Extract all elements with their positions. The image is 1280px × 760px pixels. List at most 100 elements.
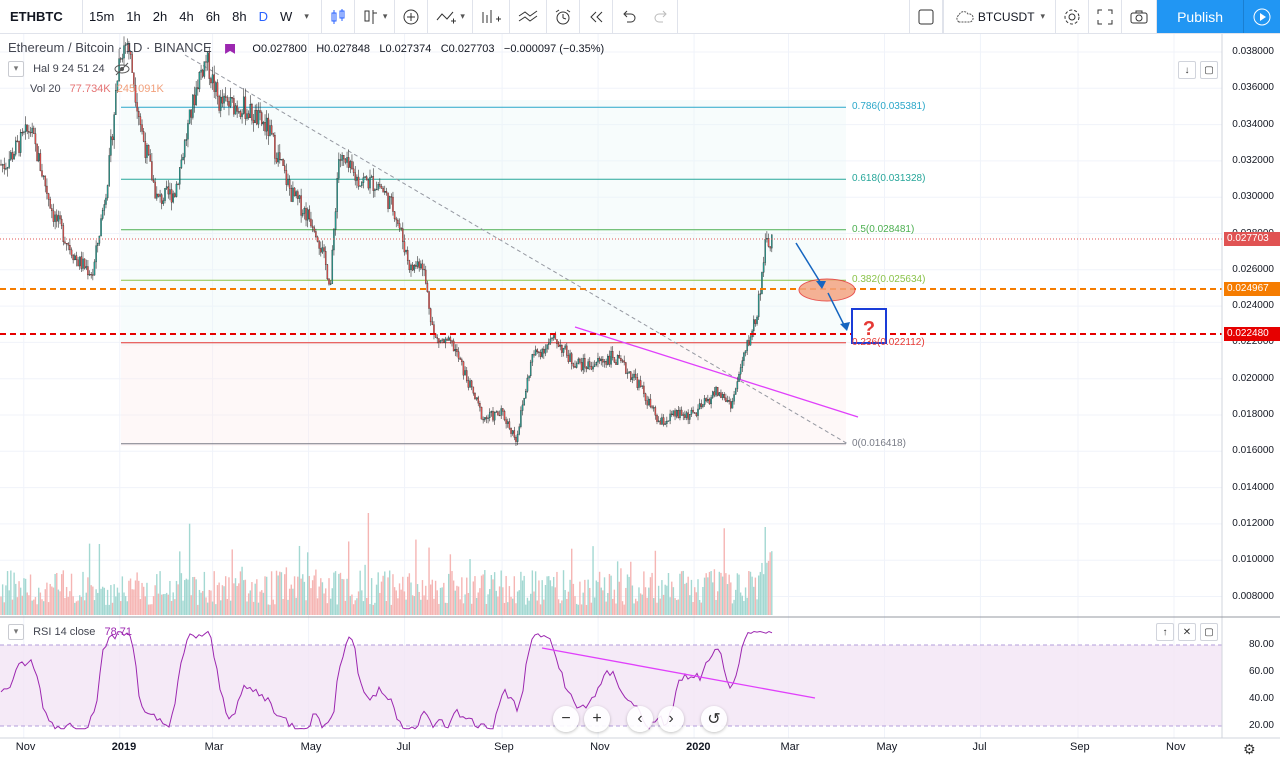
candle-body [179, 167, 181, 185]
candle-body [411, 264, 414, 271]
candle-body [536, 349, 539, 353]
volume-bar [52, 587, 55, 615]
arrow-up-icon[interactable]: ↑ [1156, 623, 1174, 641]
candle-body [525, 391, 527, 399]
price-tick-label: 0.034000 [1232, 118, 1274, 130]
candle-body [526, 377, 529, 392]
interval-4h[interactable]: 4h [179, 9, 194, 24]
indicators-button[interactable] [395, 0, 429, 33]
volume-bar [687, 576, 689, 615]
volume-bar [449, 554, 452, 615]
candle-body [600, 359, 602, 362]
interval-1h[interactable]: 1h [126, 9, 141, 24]
candle-body [564, 345, 566, 349]
volume-label[interactable]: Vol 20 [30, 83, 61, 95]
replay-button[interactable] [580, 0, 613, 33]
volume-bar [88, 543, 91, 615]
interval-6h[interactable]: 6h [205, 9, 221, 24]
volume-bar [308, 575, 311, 615]
hidden-eye-icon[interactable] [114, 62, 130, 76]
volume-bar [59, 591, 61, 615]
volume-bar [175, 580, 178, 615]
candle-body [616, 355, 619, 365]
candle-body [620, 358, 622, 361]
candle-body [621, 360, 624, 362]
candle-body [339, 159, 342, 161]
scroll-right-button[interactable]: › [658, 706, 684, 732]
compare-symbol-selector[interactable]: BTCUSDT ▾ [942, 0, 1057, 33]
bookmark-icon[interactable] [225, 43, 236, 54]
volume-bar [384, 571, 386, 615]
plus-circle-icon [403, 9, 419, 24]
volume-bar [100, 588, 102, 615]
candle-body [274, 134, 276, 159]
volume-bar [247, 593, 250, 615]
publish-button[interactable]: Publish [1157, 0, 1243, 33]
interval-2h[interactable]: 2h [152, 9, 168, 24]
volume-bar [72, 596, 74, 615]
volume-bar [610, 575, 612, 615]
candle-body [480, 406, 483, 420]
alert-button[interactable] [547, 0, 580, 33]
volume-bar [325, 588, 327, 615]
zoom-in-button[interactable]: + [584, 706, 610, 732]
play-button[interactable] [1243, 0, 1280, 33]
compare-button[interactable] [473, 0, 510, 33]
fib-zone-bottom [121, 342, 846, 446]
interval-8h[interactable]: 8h [232, 9, 247, 24]
candle-body [580, 362, 583, 371]
hal-indicator-label[interactable]: Hal 9 24 51 24 [33, 62, 105, 75]
reset-chart-button[interactable]: ↺ [701, 706, 727, 732]
volume-bar [295, 597, 297, 615]
gear-icon[interactable]: ⚙ [1243, 741, 1256, 757]
volume-bar [226, 598, 229, 615]
scroll-left-button[interactable]: ‹ [627, 706, 653, 732]
symbol-search[interactable]: ETHBTC [0, 0, 83, 33]
settings-button[interactable] [1056, 0, 1090, 33]
candle-body [593, 364, 596, 367]
templates-button[interactable] [510, 0, 547, 33]
snapshot-button[interactable] [1122, 0, 1158, 33]
candle-body [361, 182, 363, 186]
interval-15m[interactable]: 15m [89, 9, 115, 24]
candle-body [462, 361, 465, 376]
redo-button[interactable] [645, 0, 678, 33]
arrow-down-icon[interactable]: ↓ [1178, 61, 1196, 79]
volume-bar [60, 574, 63, 615]
candle-body [708, 398, 711, 405]
volume-bar [206, 602, 209, 615]
volume-bar [229, 600, 232, 615]
layout-button[interactable] [908, 0, 943, 33]
collapse-icon[interactable]: ▾ [8, 61, 24, 77]
chart-grid [0, 34, 1222, 738]
candle-body [333, 229, 335, 251]
interval-D[interactable]: D [258, 9, 269, 24]
close-icon[interactable]: ✕ [1178, 623, 1196, 641]
candle-body [51, 208, 53, 212]
zoom-out-button[interactable]: − [553, 706, 579, 732]
undo-button[interactable] [613, 0, 645, 33]
candle-body [431, 321, 434, 325]
volume-bar [111, 602, 114, 615]
collapse-icon[interactable]: ▾ [8, 624, 24, 640]
price-tick-label: 0.024000 [1232, 300, 1274, 312]
volume-bar [220, 600, 222, 615]
volume-bar [592, 546, 594, 615]
chevron-down-icon: ▾ [460, 11, 465, 21]
chart-type-button[interactable] [322, 0, 355, 33]
volume-bar [634, 598, 637, 615]
chevron-down-icon[interactable]: ▾ [304, 11, 309, 21]
volume-bar [730, 582, 732, 615]
candle-body [516, 433, 519, 442]
drawing-tools-button[interactable]: ▾ [428, 0, 473, 33]
rsi-label[interactable]: RSI 14 close [33, 625, 96, 638]
maximize-icon[interactable]: ▢ [1200, 623, 1218, 641]
bars-style-button[interactable]: ▾ [355, 0, 396, 33]
maximize-icon[interactable]: ▢ [1200, 61, 1218, 79]
interval-W[interactable]: W [280, 9, 293, 24]
volume-bar [164, 593, 166, 615]
volume-bar [559, 603, 561, 615]
fullscreen-button[interactable] [1089, 0, 1123, 33]
volume-bar [349, 595, 352, 615]
